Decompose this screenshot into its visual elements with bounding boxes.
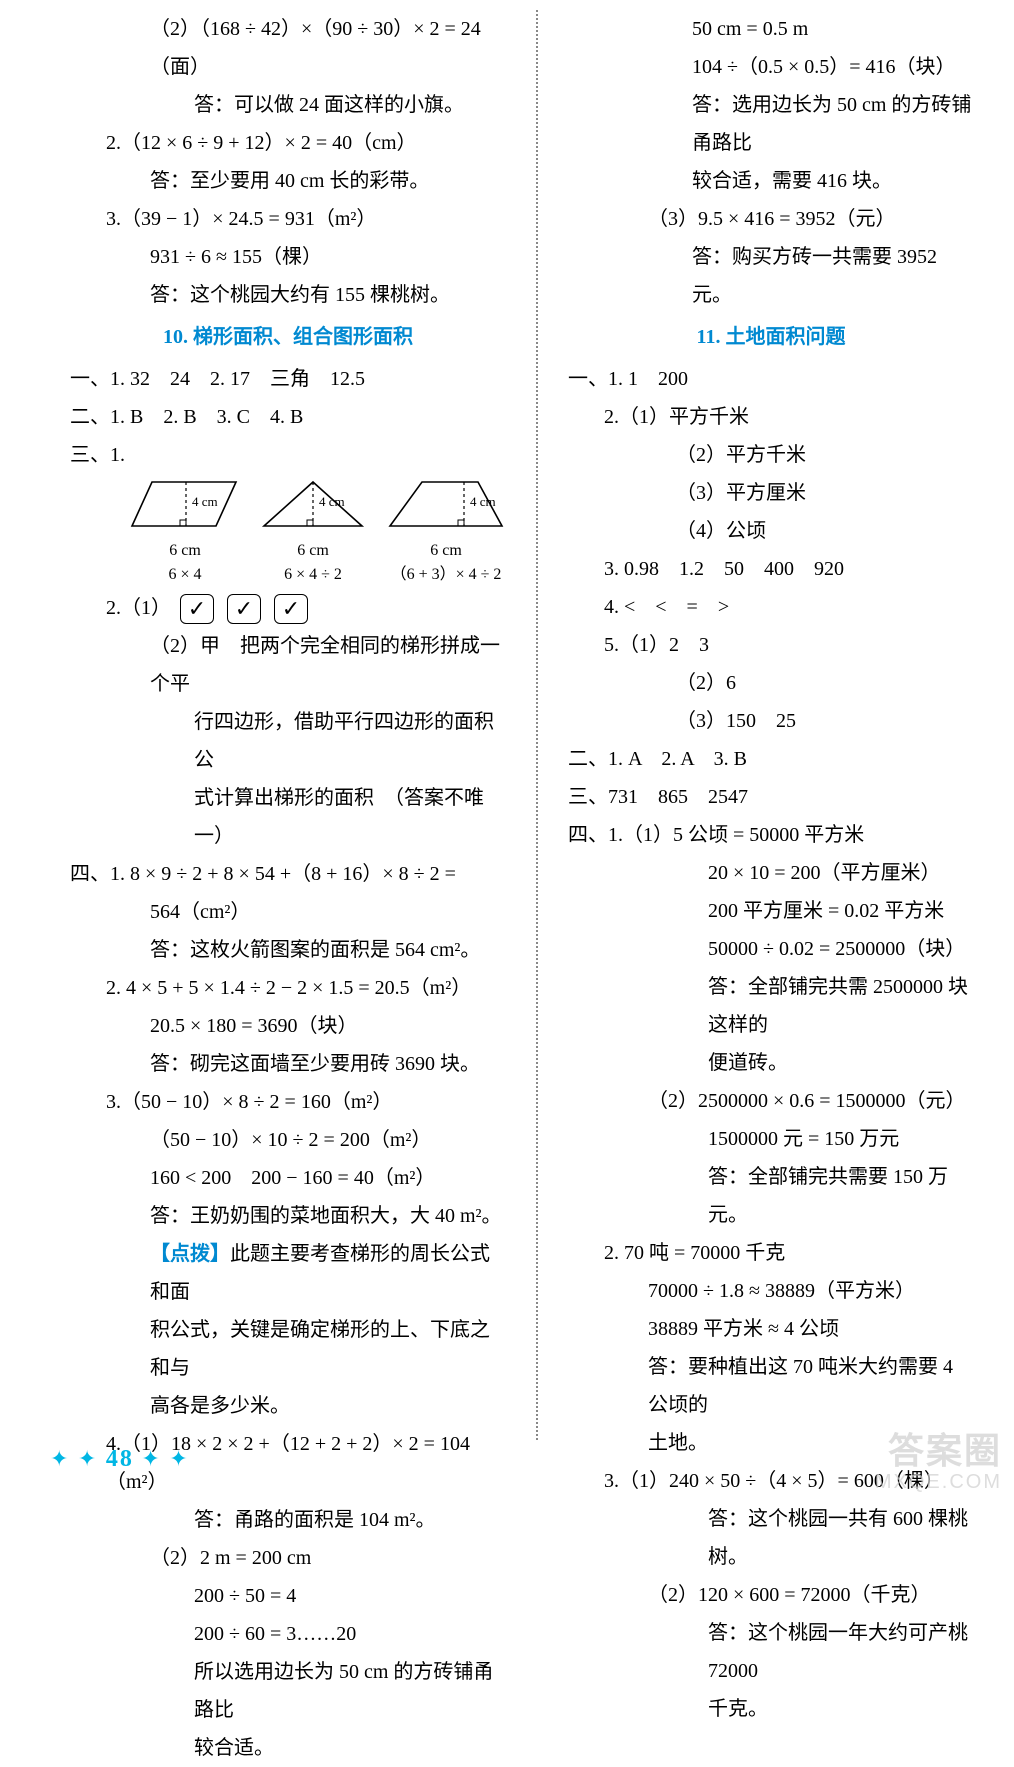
figure-equation: 6 × 4 xyxy=(130,564,240,586)
two-column-layout: （2）（168 ÷ 42）×（90 ÷ 30）× 2 = 24（面） 答：可以做… xyxy=(0,10,1014,1440)
text-line: 三、731 865 2547 xyxy=(568,778,974,816)
text-line: 积公式，关键是确定梯形的上、下底之和与 xyxy=(70,1311,506,1387)
page-number: 48 xyxy=(106,1446,134,1472)
text-line: （2）120 × 600 = 72000（千克） xyxy=(568,1576,974,1614)
figure-base-label: 6 cm xyxy=(386,540,506,562)
figure-trapezoid: 4 cm 6 cm （6 + 3）× 4 ÷ 2 xyxy=(386,476,506,587)
text-line: （50 − 10）× 10 ÷ 2 = 200（m²） xyxy=(70,1121,506,1159)
text-line: （2）平方千米 xyxy=(568,436,974,474)
text-line: （2）（168 ÷ 42）×（90 ÷ 30）× 2 = 24（面） xyxy=(70,10,506,86)
text-line: 较合适，需要 416 块。 xyxy=(568,162,974,200)
text-line: 答：全部铺完共需 2500000 块这样的 xyxy=(568,968,974,1044)
text-line: 5.（1）2 3 xyxy=(568,626,974,664)
text-line: 38889 平方米 ≈ 4 公顷 xyxy=(568,1310,974,1348)
text-line: 三、1. xyxy=(70,436,506,474)
svg-text:4 cm: 4 cm xyxy=(319,494,345,509)
figure-equation: 6 × 4 ÷ 2 xyxy=(258,564,368,586)
right-column: 50 cm = 0.5 m 104 ÷（0.5 × 0.5）= 416（块） 答… xyxy=(538,10,974,1440)
text-line: （2）2500000 × 0.6 = 1500000（元） xyxy=(568,1082,974,1120)
text-line: 答：可以做 24 面这样的小旗。 xyxy=(70,86,506,124)
text-line: 200 平方厘米 = 0.02 平方米 xyxy=(568,892,974,930)
text-line: 3. 0.98 1.2 50 400 920 xyxy=(568,550,974,588)
text-line: 式计算出梯形的面积 （答案不唯一） xyxy=(70,779,506,855)
text-line: （2）甲 把两个完全相同的梯形拼成一个平 xyxy=(70,627,506,703)
hint-line: 【点拨】此题主要考查梯形的周长公式和面 xyxy=(70,1235,506,1311)
svg-text:4 cm: 4 cm xyxy=(192,494,218,509)
text-line: 四、1. 8 × 9 ÷ 2 + 8 × 54 +（8 + 16）× 8 ÷ 2… xyxy=(70,855,506,893)
figure-base-label: 6 cm xyxy=(258,540,368,562)
text-line: 二、1. A 2. A 3. B xyxy=(568,740,974,778)
text-line: 50 cm = 0.5 m xyxy=(568,10,974,48)
text-line: 答：这个桃园一共有 600 棵桃树。 xyxy=(568,1500,974,1576)
text-line: 564（cm²） xyxy=(70,893,506,931)
text-line: 便道砖。 xyxy=(568,1044,974,1082)
text-line: 4. < < = > xyxy=(568,588,974,626)
text-line: 答：这枚火箭图案的面积是 564 cm²。 xyxy=(70,931,506,969)
text-line: 20.5 × 180 = 3690（块） xyxy=(70,1007,506,1045)
text-line: 较合适。 xyxy=(70,1729,506,1767)
text-fragment: 2.（1） xyxy=(106,597,171,619)
watermark: 答案圈 MXQE.COM xyxy=(875,1431,1002,1493)
text-line: 答：选用边长为 50 cm 的方砖铺甬路比 xyxy=(568,86,974,162)
checkbox-line: 2.（1） ✓ ✓ ✓ xyxy=(70,589,506,627)
text-line: 931 ÷ 6 ≈ 155（棵） xyxy=(70,238,506,276)
figure-equation: （6 + 3）× 4 ÷ 2 xyxy=(386,564,506,586)
page-footer: ✦ ✦ 48 ✦ ✦ xyxy=(50,1437,190,1483)
text-line: 答：全部铺完共需要 150 万元。 xyxy=(568,1158,974,1234)
text-line: 答：至少要用 40 cm 长的彩带。 xyxy=(70,162,506,200)
text-line: 104 ÷（0.5 × 0.5）= 416（块） xyxy=(568,48,974,86)
watermark-text: 答案圈 xyxy=(875,1431,1002,1471)
text-line: 答：这个桃园大约有 155 棵桃树。 xyxy=(70,276,506,314)
left-column: （2）（168 ÷ 42）×（90 ÷ 30）× 2 = 24（面） 答：可以做… xyxy=(70,10,536,1440)
figure-triangle: 4 cm 6 cm 6 × 4 ÷ 2 xyxy=(258,476,368,587)
text-line: 答：王奶奶围的菜地面积大，大 40 m²。 xyxy=(70,1197,506,1235)
checkbox-icon: ✓ xyxy=(227,594,261,624)
text-line: 四、1.（1）5 公顷 = 50000 平方米 xyxy=(568,816,974,854)
checkbox-icon: ✓ xyxy=(274,594,308,624)
text-line: （4）公顷 xyxy=(568,512,974,550)
watermark-url: MXQE.COM xyxy=(875,1471,1002,1493)
text-line: 2. 70 吨 = 70000 千克 xyxy=(568,1234,974,1272)
text-line: （3）平方厘米 xyxy=(568,474,974,512)
text-line: （3）9.5 × 416 = 3952（元） xyxy=(568,200,974,238)
text-line: 200 ÷ 60 = 3……20 xyxy=(70,1615,506,1653)
text-line: 答：这个桃园一年大约可产桃 72000 xyxy=(568,1614,974,1690)
text-line: 2.（1）平方千米 xyxy=(568,398,974,436)
footer-stars-icon: ✦ ✦ xyxy=(50,1446,98,1471)
text-line: 2. 4 × 5 + 5 × 1.4 ÷ 2 − 2 × 1.5 = 20.5（… xyxy=(70,969,506,1007)
section-title: 11. 土地面积问题 xyxy=(568,314,974,360)
text-line: 50000 ÷ 0.02 = 2500000（块） xyxy=(568,930,974,968)
text-line: 所以选用边长为 50 cm 的方砖铺甬路比 xyxy=(70,1653,506,1729)
section-title: 10. 梯形面积、组合图形面积 xyxy=(70,314,506,360)
hint-label: 【点拨】 xyxy=(150,1243,230,1265)
text-line: 答：甬路的面积是 104 m²。 xyxy=(70,1501,506,1539)
text-line: （2）2 m = 200 cm xyxy=(70,1539,506,1577)
text-line: 答：要种植出这 70 吨米大约需要 4 公顷的 xyxy=(568,1348,974,1424)
text-line: 高各是多少米。 xyxy=(70,1387,506,1425)
text-line: 160 < 200 200 − 160 = 40（m²） xyxy=(70,1159,506,1197)
text-line: 答：砌完这面墙至少要用砖 3690 块。 xyxy=(70,1045,506,1083)
text-line: 一、1. 1 200 xyxy=(568,360,974,398)
figure-base-label: 6 cm xyxy=(130,540,240,562)
text-line: 1500000 元 = 150 万元 xyxy=(568,1120,974,1158)
text-line: 行四边形，借助平行四边形的面积公 xyxy=(70,703,506,779)
text-line: 3.（50 − 10）× 8 ÷ 2 = 160（m²） xyxy=(70,1083,506,1121)
text-line: 二、1. B 2. B 3. C 4. B xyxy=(70,398,506,436)
text-line: 70000 ÷ 1.8 ≈ 38889（平方米） xyxy=(568,1272,974,1310)
text-line: 千克。 xyxy=(568,1690,974,1728)
text-line: 一、1. 32 24 2. 17 三角 12.5 xyxy=(70,360,506,398)
text-line: 20 × 10 = 200（平方厘米） xyxy=(568,854,974,892)
text-line: （3）150 25 xyxy=(568,702,974,740)
text-line: 答：购买方砖一共需要 3952 元。 xyxy=(568,238,974,314)
text-line: 200 ÷ 50 = 4 xyxy=(70,1577,506,1615)
text-line: 2.（12 × 6 ÷ 9 + 12）× 2 = 40（cm） xyxy=(70,124,506,162)
text-line: （2）6 xyxy=(568,664,974,702)
text-line: 3.（39 − 1）× 24.5 = 931（m²） xyxy=(70,200,506,238)
figures-row: 4 cm 6 cm 6 × 4 4 cm 6 cm 6 × 4 ÷ 2 xyxy=(70,476,506,587)
footer-stars-icon: ✦ ✦ xyxy=(141,1446,189,1471)
checkbox-icon: ✓ xyxy=(180,594,214,624)
figure-parallelogram: 4 cm 6 cm 6 × 4 xyxy=(130,476,240,587)
svg-text:4 cm: 4 cm xyxy=(470,494,496,509)
